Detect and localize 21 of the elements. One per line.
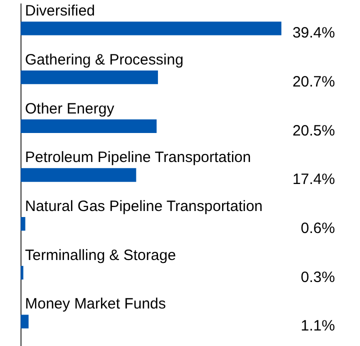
y-tick-label: Gathering & Processing bbox=[25, 51, 184, 68]
bar bbox=[20, 314, 29, 328]
y-tick-label: Other Energy bbox=[25, 100, 115, 118]
data-label: 17.4% bbox=[292, 171, 335, 188]
data-label: 0.6% bbox=[300, 220, 335, 237]
bar bbox=[20, 266, 24, 280]
bar bbox=[20, 70, 158, 84]
y-tick-label: Natural Gas Pipeline Transportation bbox=[25, 198, 263, 215]
bar bbox=[20, 119, 157, 133]
data-label: 1.1% bbox=[300, 318, 335, 335]
data-label: 20.7% bbox=[292, 73, 335, 90]
bar bbox=[20, 168, 136, 182]
bar bbox=[20, 22, 282, 36]
y-tick-label: Diversified bbox=[25, 2, 96, 20]
data-label: 0.3% bbox=[300, 268, 335, 286]
y-tick-label: Money Market Funds bbox=[25, 296, 166, 313]
data-label: 39.4% bbox=[292, 24, 335, 42]
y-tick-label: Terminalling & Storage bbox=[25, 246, 176, 264]
data-label: 20.5% bbox=[292, 122, 335, 140]
y-tick-label: Petroleum Pipeline Transportation bbox=[25, 149, 251, 166]
bar bbox=[20, 217, 26, 231]
